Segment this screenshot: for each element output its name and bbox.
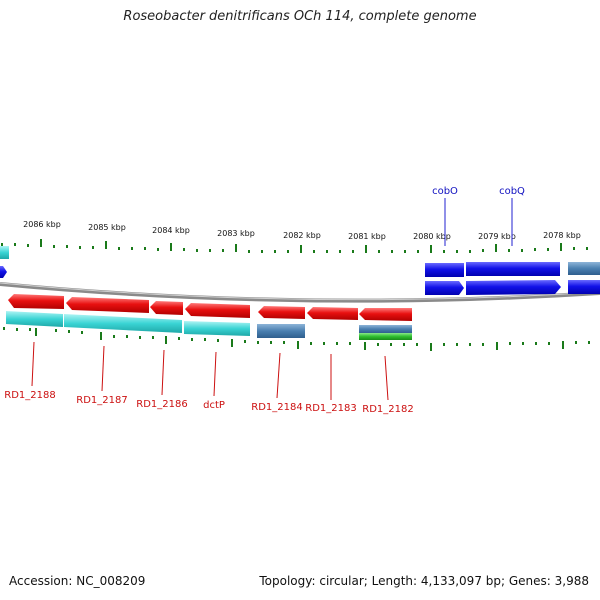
genome-backbone-highlight — [0, 282, 600, 301]
genome-summary-text: Topology: circular; Length: 4,133,097 bp… — [259, 574, 589, 588]
forward-gene-partial[interactable] — [0, 266, 7, 278]
gene-label-rd1-2182[interactable]: RD1_2182 — [362, 404, 413, 415]
forward-gene-cobo[interactable] — [425, 281, 464, 295]
accession-text: Accession: NC_008209 — [9, 574, 146, 588]
scale-label: 2081 kbp — [348, 232, 386, 241]
reverse-pseudo-feature[interactable] — [257, 324, 305, 338]
forward-label-leaders — [444, 198, 513, 246]
scale-label: 2084 kbp — [152, 226, 190, 235]
gene-label-cobq[interactable]: cobQ — [499, 186, 525, 197]
reverse-feature-teal[interactable] — [6, 311, 63, 327]
reverse-gene-rd1-2184[interactable] — [258, 306, 305, 319]
forward-pseudo-feature[interactable] — [568, 262, 600, 275]
reverse-gene-rd1-2186[interactable] — [150, 301, 183, 315]
forward-gene-cobq[interactable] — [466, 262, 560, 276]
reverse-gene-rd1-2183[interactable] — [307, 307, 358, 320]
scale-label: 2082 kbp — [283, 231, 321, 240]
gene-label-rd1-2186[interactable]: RD1_2186 — [136, 399, 187, 410]
scale-label: 2086 kbp — [23, 220, 61, 229]
forward-gene-cobq-arrow[interactable] — [466, 280, 561, 295]
forward-gene[interactable] — [568, 280, 600, 294]
forward-strand-track — [0, 246, 600, 295]
reverse-gene-rd1-2187[interactable] — [66, 297, 149, 313]
reverse-feature-teal[interactable] — [184, 321, 250, 336]
reverse-gene-dctp[interactable] — [185, 303, 250, 318]
reverse-strand-track — [6, 294, 412, 340]
scale-label: 2079 kbp — [478, 232, 516, 241]
reverse-label-leaders — [31, 341, 389, 401]
gene-label-cobo[interactable]: cobO — [432, 186, 458, 197]
reverse-pseudo-feature[interactable] — [359, 325, 412, 333]
scale-label: 2078 kbp — [543, 231, 581, 240]
reverse-feature-teal[interactable] — [64, 314, 182, 333]
reverse-gene-rd1-2188[interactable] — [8, 294, 64, 309]
gene-label-rd1-2188[interactable]: RD1_2188 — [4, 390, 55, 401]
lower-scale — [3, 327, 590, 351]
scale-label: 2080 kbp — [413, 232, 451, 241]
gene-label-rd1-2184[interactable]: RD1_2184 — [251, 402, 302, 413]
scale-label: 2083 kbp — [217, 229, 255, 238]
map-title: Roseobacter denitrificans OCh 114, compl… — [123, 9, 477, 24]
gene-label-rd1-2183[interactable]: RD1_2183 — [305, 403, 356, 414]
reverse-misc-feature[interactable] — [359, 333, 412, 340]
forward-feature-partial[interactable] — [0, 246, 9, 259]
scale-label: 2085 kbp — [88, 223, 126, 232]
upper-scale — [1, 239, 588, 253]
gene-label-rd1-2187[interactable]: RD1_2187 — [76, 395, 127, 406]
gene-label-dctp[interactable]: dctP — [203, 400, 225, 411]
forward-gene[interactable] — [425, 263, 464, 277]
genome-backbone — [0, 282, 600, 303]
reverse-gene-rd1-2182[interactable] — [359, 308, 412, 321]
